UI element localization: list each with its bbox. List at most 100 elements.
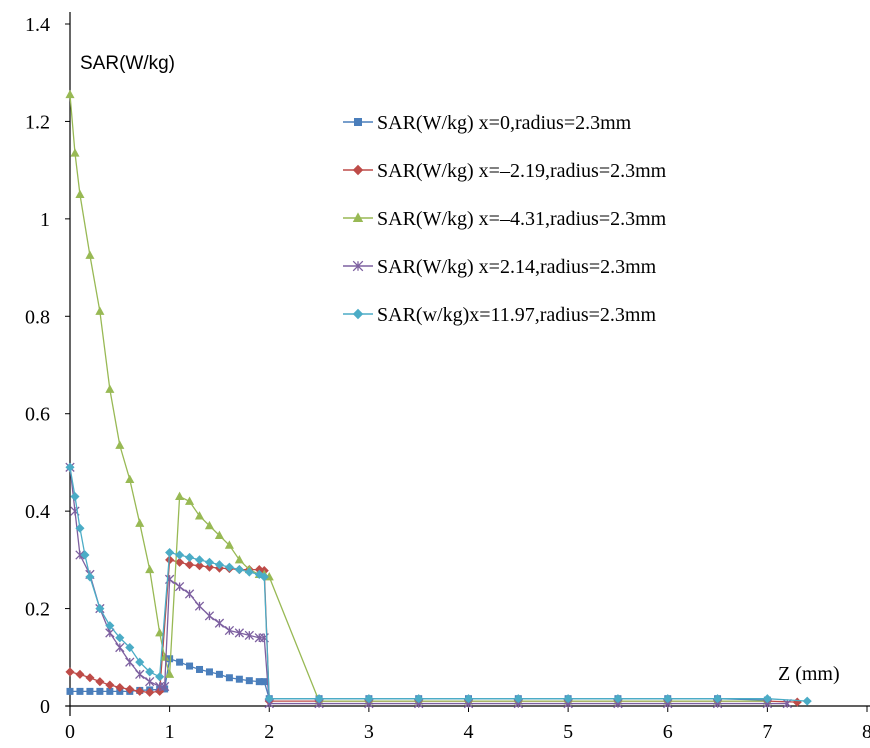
data-point — [235, 675, 243, 683]
data-point — [70, 491, 80, 502]
data-point — [245, 677, 253, 685]
series-line — [69, 94, 768, 702]
legend-marker — [354, 118, 362, 126]
legend-entry: SAR(W/kg) x=0,radius=2.3mm — [343, 112, 632, 134]
data-point — [75, 669, 85, 679]
data-point — [185, 552, 195, 562]
data-point — [125, 474, 135, 483]
data-point — [204, 611, 215, 621]
data-point — [135, 686, 145, 696]
data-point — [264, 694, 274, 704]
legend-marker — [352, 164, 364, 176]
data-point — [224, 562, 234, 572]
legend-label: SAR(W/kg) x=2.14,radius=2.3mm — [377, 256, 657, 278]
data-point — [563, 694, 573, 704]
data-point — [155, 628, 165, 637]
legend-entry: SAR(w/kg)x=11.97,radius=2.3mm — [343, 304, 656, 326]
legend-entry: SAR(W/kg) x=2.14,radius=2.3mm — [343, 256, 657, 278]
x-tick-label: 0 — [65, 721, 75, 743]
data-point — [613, 694, 623, 704]
legend-marker — [352, 260, 364, 272]
legend-label: SAR(W/kg) x=–2.19,radius=2.3mm — [377, 160, 667, 182]
series-5 — [65, 462, 812, 706]
data-point — [105, 384, 115, 393]
data-point — [125, 684, 135, 694]
data-point — [65, 462, 75, 472]
data-point — [155, 672, 165, 682]
data-point — [166, 655, 174, 663]
data-point — [115, 633, 125, 643]
data-point — [713, 694, 723, 704]
legend-entry: SAR(W/kg) x=–2.19,radius=2.3mm — [343, 160, 667, 182]
data-point — [782, 698, 792, 709]
data-point — [95, 306, 105, 315]
data-point — [76, 687, 84, 695]
data-point — [106, 687, 114, 695]
data-point — [165, 669, 175, 678]
data-point — [175, 491, 185, 501]
x-tick-label: 5 — [563, 721, 573, 743]
data-point — [205, 668, 213, 676]
data-point — [259, 572, 269, 582]
data-point — [159, 681, 170, 692]
data-point — [125, 657, 135, 667]
data-point — [85, 572, 95, 582]
series-line — [69, 559, 798, 703]
data-point — [196, 665, 204, 673]
series-line — [69, 467, 808, 702]
data-point — [204, 557, 215, 567]
data-point — [135, 657, 145, 667]
data-point — [762, 694, 772, 704]
data-point — [105, 680, 115, 690]
data-point — [145, 564, 155, 574]
data-point — [80, 550, 90, 560]
y-tick-label: 1 — [40, 209, 50, 231]
x-tick-label: 4 — [464, 721, 474, 743]
data-point — [215, 670, 223, 678]
data-point — [255, 678, 263, 686]
y-tick-label: 0.2 — [25, 599, 50, 621]
y-tick-label: 0.6 — [25, 404, 50, 426]
y-tick-label: 0 — [40, 696, 50, 718]
data-point — [175, 557, 185, 567]
data-point — [185, 496, 195, 505]
data-point — [165, 548, 175, 558]
data-point — [802, 696, 812, 706]
data-point — [135, 518, 145, 527]
x-tick-label: 2 — [264, 721, 274, 743]
legend-label: SAR(W/kg) x=0,radius=2.3mm — [377, 112, 632, 134]
data-point — [224, 540, 234, 549]
y-tick-label: 1.4 — [25, 14, 50, 36]
data-point — [204, 562, 215, 572]
data-point — [145, 687, 155, 697]
data-point — [115, 682, 125, 693]
legend: SAR(W/kg) x=0,radius=2.3mm SAR(W/kg) x=–2… — [343, 112, 667, 326]
series-line — [70, 657, 768, 701]
data-point — [214, 530, 224, 539]
series-layer — [65, 89, 812, 709]
data-point — [145, 676, 155, 687]
data-point — [66, 687, 74, 695]
data-point — [314, 694, 324, 704]
data-point — [96, 687, 104, 695]
data-point — [115, 642, 125, 653]
data-point — [234, 628, 245, 638]
data-point — [174, 581, 185, 592]
axes-layer: 0 0.2 0.4 0.6 0.8 1 1.2 1.4 0 1 2 3 4 5 6 7 8 — [25, 12, 870, 743]
data-point — [194, 601, 205, 611]
data-point — [175, 550, 185, 560]
data-point — [194, 555, 205, 565]
data-point — [214, 560, 224, 570]
x-tick-label: 1 — [165, 721, 175, 743]
data-point — [254, 569, 264, 580]
data-point — [234, 565, 244, 575]
y-tick-label: 1.2 — [25, 111, 50, 133]
data-point — [95, 677, 105, 687]
data-point — [513, 694, 523, 704]
x-axis-label: Z (mm) — [778, 663, 840, 685]
legend-marker — [352, 212, 364, 222]
data-point — [145, 667, 155, 677]
data-point — [75, 523, 85, 533]
x-tick-label: 7 — [762, 721, 772, 743]
